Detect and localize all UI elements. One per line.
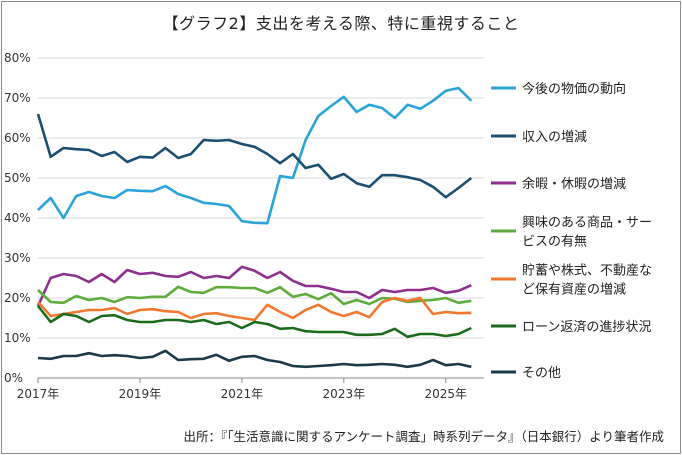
legend-label: ローン返済の進捗状況 [522, 319, 651, 335]
y-tick-label: 50% [4, 171, 31, 185]
x-tick-label: 2025年 [424, 387, 467, 401]
series-line [36, 113, 473, 199]
y-tick-label: 10% [4, 331, 31, 345]
y-tick-label: 0% [4, 371, 23, 385]
source-note: 出所：『「生活意識に関するアンケート調査」時系列データ』（日本銀行）より筆者作成 [183, 429, 664, 444]
x-tick-label: 2023年 [323, 387, 366, 401]
series-line [37, 349, 472, 369]
series-line [36, 265, 472, 307]
y-tick-label: 20% [4, 291, 31, 305]
legend-label: その他 [522, 366, 561, 381]
chart-title: 【グラフ2】支出を考える際、特に重視すること [162, 14, 520, 33]
x-tick-label: 2017年 [17, 387, 60, 401]
y-tick-label: 30% [4, 251, 31, 265]
x-tick-label: 2021年 [221, 387, 264, 401]
series-line [37, 296, 472, 322]
y-tick-label: 80% [4, 51, 31, 65]
legend-label: 余暇・休暇の増減 [522, 176, 626, 192]
legend-label: 今後の物価の動向 [522, 81, 626, 97]
legend-label: 収入の増減 [522, 129, 587, 145]
legend-label: ビスの有無 [522, 235, 587, 250]
legend-label: 貯蓄や株式、不動産な [522, 263, 652, 279]
y-tick-label: 40% [4, 211, 31, 225]
y-tick-label: 60% [4, 131, 31, 145]
x-tick-label: 2019年 [119, 387, 162, 401]
series-line [36, 305, 472, 339]
legend-label: 興味のある商品・サー [522, 216, 652, 231]
y-tick-label: 70% [4, 91, 31, 105]
series-line [37, 86, 473, 225]
legend-label: ど保有資産の増減 [522, 282, 626, 298]
